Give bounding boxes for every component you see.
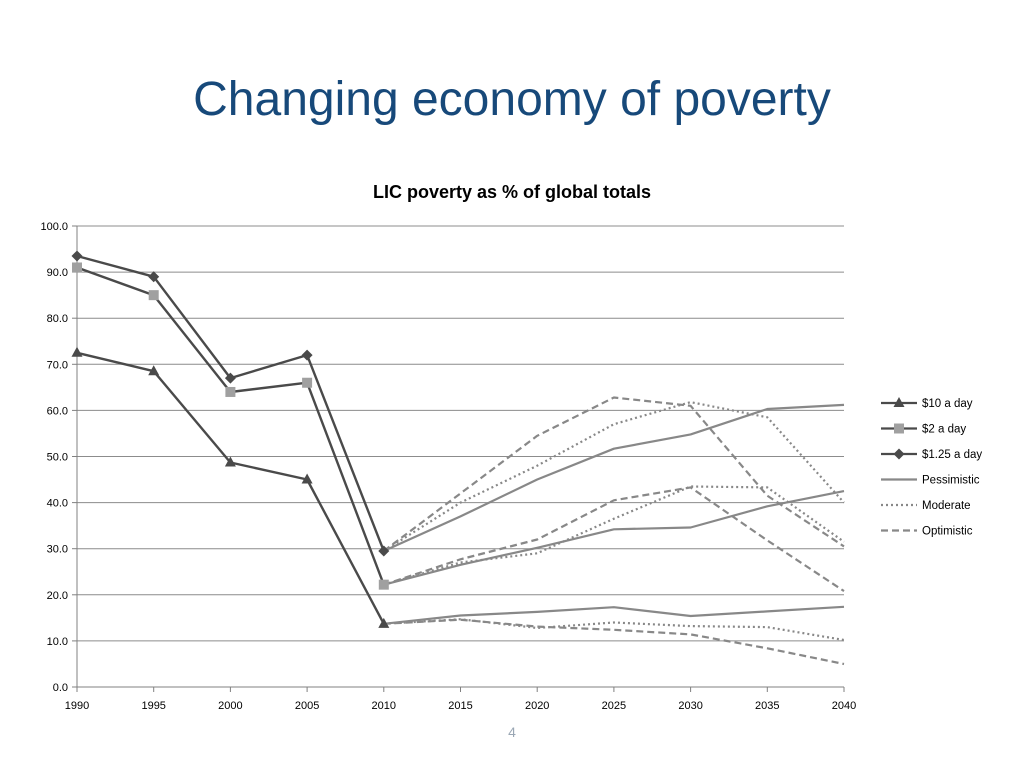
x-tick-label: 1990 bbox=[65, 700, 89, 712]
series-line-10-a-day-optimistic bbox=[383, 618, 845, 666]
series-line-1-25-a-day-optimistic bbox=[383, 396, 845, 552]
data-point-marker bbox=[71, 346, 83, 357]
legend-label: Pessimistic bbox=[922, 475, 980, 487]
legend-label: $2 a day bbox=[922, 424, 966, 436]
x-tick-label: 2030 bbox=[678, 700, 702, 712]
series-line-1-25-a-day-pessimistic bbox=[383, 403, 845, 553]
data-point-marker bbox=[378, 617, 390, 628]
x-tick-label: 2035 bbox=[755, 700, 779, 712]
y-tick-label: 60.0 bbox=[47, 405, 68, 417]
legend: $10 a day $2 a day $1.25 a day Pessimistic M… bbox=[881, 397, 982, 538]
series-line-2-a-day-optimistic bbox=[383, 486, 845, 593]
series-line-2-a-day-moderate bbox=[383, 485, 845, 586]
gridlines bbox=[77, 225, 844, 688]
series-line-10-a-day-moderate bbox=[383, 618, 845, 642]
series-markers bbox=[71, 250, 390, 628]
legend-label: $10 a day bbox=[922, 398, 973, 410]
data-point-marker bbox=[302, 377, 313, 388]
legend-label: Moderate bbox=[922, 500, 971, 512]
data-point-marker bbox=[378, 545, 390, 557]
x-tick-label: 2000 bbox=[218, 700, 242, 712]
data-point-marker bbox=[301, 349, 313, 361]
data-point-marker bbox=[148, 290, 159, 301]
data-point-marker bbox=[72, 262, 82, 273]
data-point-marker bbox=[71, 250, 83, 262]
legend-label: $1.25 a day bbox=[922, 449, 982, 461]
y-tick-label: 40.0 bbox=[47, 498, 68, 510]
data-point-marker bbox=[224, 372, 236, 384]
y-tick-label: 30.0 bbox=[47, 544, 68, 556]
legend-marker bbox=[893, 397, 905, 407]
chart-title: LIC poverty as % of global totals bbox=[372, 182, 652, 202]
y-tick-label: 80.0 bbox=[47, 313, 68, 325]
x-tick-label: 2040 bbox=[832, 700, 856, 712]
series-line-2-a-day-pessimistic bbox=[383, 490, 845, 586]
axes: 0.0 10.0 20.0 30.0 40.0 50.0 60.0 70.0 80.0 90.0 1… bbox=[40, 221, 856, 712]
series-line-10-a-day-pessimistic bbox=[383, 605, 845, 625]
legend-marker bbox=[894, 423, 904, 434]
y-tick-label: 50.0 bbox=[47, 452, 68, 464]
x-tick-label: 2020 bbox=[525, 700, 549, 712]
y-tick-label: 70.0 bbox=[47, 359, 68, 371]
y-tick-label: 100.0 bbox=[40, 221, 68, 233]
x-tick-label: 2010 bbox=[372, 700, 396, 712]
series-lines bbox=[76, 254, 845, 666]
y-tick-label: 0.0 bbox=[53, 682, 68, 694]
x-tick-label: 2005 bbox=[295, 700, 319, 712]
data-point-marker bbox=[148, 271, 160, 283]
series-line-historical-1-25-a-day bbox=[76, 254, 385, 552]
x-tick-label: 2025 bbox=[602, 700, 626, 712]
legend-marker bbox=[893, 448, 905, 460]
y-tick-label: 90.0 bbox=[47, 267, 68, 279]
data-point-marker bbox=[378, 579, 389, 590]
y-tick-label: 10.0 bbox=[47, 636, 68, 648]
y-tick-label: 20.0 bbox=[47, 590, 68, 602]
data-point-marker bbox=[148, 365, 160, 376]
legend-label: Optimistic bbox=[922, 526, 973, 538]
series-line-1-25-a-day-moderate bbox=[383, 401, 845, 552]
x-tick-label: 1995 bbox=[141, 700, 165, 712]
data-point-marker bbox=[301, 473, 313, 484]
data-point-marker bbox=[224, 456, 236, 467]
slide-title: Changing economy of poverty bbox=[193, 73, 831, 126]
x-tick-label: 2015 bbox=[448, 700, 472, 712]
slide-number: 4 bbox=[508, 724, 516, 740]
data-point-marker bbox=[225, 386, 236, 397]
